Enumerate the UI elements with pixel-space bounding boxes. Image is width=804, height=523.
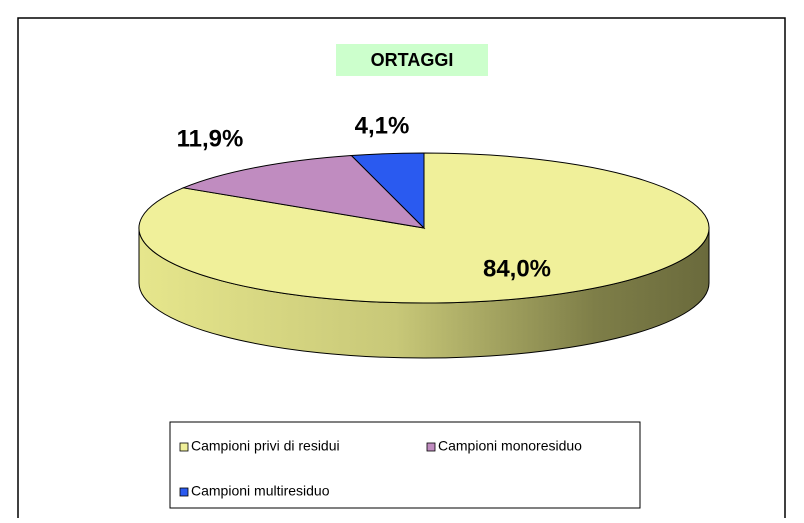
- legend-label: Campioni multiresiduo: [191, 483, 330, 499]
- data-label: 84,0%: [483, 255, 551, 282]
- legend-swatch: [179, 442, 189, 452]
- legend-swatch: [179, 487, 189, 497]
- data-label: 11,9%: [177, 125, 244, 152]
- pie-slice: [181, 154, 426, 229]
- data-label: 4,1%: [355, 112, 410, 139]
- legend-label: Campioni privi di residui: [191, 438, 340, 454]
- chart-title: ORTAGGI: [371, 50, 454, 70]
- legend-label: Campioni monoresiduo: [438, 438, 582, 454]
- legend: [169, 421, 641, 509]
- title-background: [336, 44, 488, 76]
- legend-swatch: [426, 442, 436, 452]
- pie-slice: [350, 152, 425, 230]
